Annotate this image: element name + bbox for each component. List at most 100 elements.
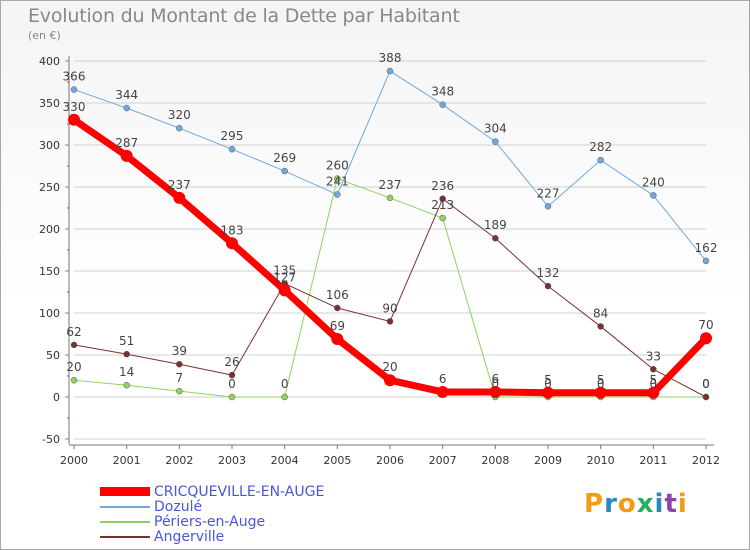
data-point-3 — [123, 350, 130, 358]
data-label-2: 0 — [492, 377, 500, 391]
y-tick-label: 400 — [39, 55, 60, 68]
y-tick-label: -50 — [42, 433, 60, 446]
data-point-3 — [702, 393, 710, 401]
data-label-0: 69 — [330, 319, 345, 333]
data-label-0: 20 — [382, 360, 397, 374]
data-label-0: 70 — [698, 318, 713, 332]
data-label-0: 127 — [273, 270, 296, 284]
data-point-2 — [228, 393, 236, 401]
x-tick-label: 2001 — [113, 454, 141, 467]
data-point-1 — [544, 203, 552, 210]
data-label-3: 236 — [431, 179, 454, 193]
x-tick-label: 2009 — [534, 454, 562, 467]
x-tick-label: 2007 — [429, 454, 457, 467]
data-label-1: 269 — [273, 151, 296, 165]
data-point-3 — [650, 366, 657, 373]
data-label-3: 39 — [172, 344, 187, 358]
data-label-2: 0 — [702, 377, 710, 391]
logo-letter: r — [604, 489, 618, 519]
series-lines — [68, 67, 712, 401]
data-label-1: 282 — [589, 140, 612, 154]
y-tick-label: 50 — [46, 349, 60, 362]
data-point-3 — [334, 304, 341, 312]
data-point-1 — [492, 138, 499, 145]
data-label-2: 237 — [379, 178, 402, 192]
data-label-0: 183 — [221, 223, 244, 237]
data-label-0: 237 — [168, 178, 191, 192]
data-point-0 — [226, 237, 238, 250]
data-label-2: 0 — [228, 377, 236, 391]
legend-swatch-0 — [100, 487, 150, 496]
data-point-1 — [228, 145, 236, 153]
data-point-3 — [439, 195, 446, 203]
data-point-2 — [439, 214, 446, 222]
data-point-3 — [544, 282, 552, 290]
data-label-3: 189 — [484, 218, 507, 232]
data-label-2: 14 — [119, 365, 134, 379]
data-label-3: 33 — [646, 349, 661, 363]
data-point-1 — [702, 257, 710, 265]
data-point-1 — [123, 104, 130, 112]
y-tick-label: 150 — [39, 265, 60, 278]
data-point-0 — [489, 385, 502, 398]
data-point-0 — [331, 333, 344, 346]
logo-letter: x — [636, 489, 655, 519]
legend: CRICQUEVILLE-EN-AUGE Dozulé Périers-en-A… — [100, 483, 325, 545]
data-label-3: 90 — [382, 301, 397, 315]
data-point-1 — [386, 67, 394, 75]
data-label-3: 84 — [593, 306, 608, 320]
data-label-0: 6 — [492, 372, 500, 386]
data-point-2 — [123, 381, 130, 389]
data-point-1 — [439, 101, 446, 108]
data-label-2: 0 — [597, 377, 605, 391]
data-point-0 — [173, 191, 186, 204]
data-point-1 — [597, 156, 604, 164]
data-label-1: 240 — [642, 175, 665, 189]
data-point-3 — [597, 323, 604, 330]
logo-letter: P — [584, 489, 605, 519]
data-label-3: 26 — [224, 355, 239, 369]
data-label-1: 320 — [168, 108, 191, 122]
data-label-0: 330 — [63, 100, 86, 114]
data-label-2: 20 — [66, 360, 81, 374]
data-point-3 — [386, 318, 394, 325]
y-tick-label: 0 — [53, 391, 60, 404]
data-label-1: 227 — [537, 186, 560, 200]
data-point-2 — [281, 393, 288, 401]
data-label-3: 135 — [273, 264, 296, 278]
data-point-2 — [176, 387, 183, 395]
data-label-1: 388 — [379, 51, 402, 65]
data-label-3: 106 — [326, 288, 349, 302]
data-point-1 — [650, 192, 657, 199]
legend-item-3: Angerville — [100, 528, 324, 545]
chart-title: Evolution du Montant de la Dette par Hab… — [28, 5, 460, 27]
data-labels: 366 344 320 295 269 241 388 348 304 227 282 240 162 2… — [63, 51, 718, 391]
data-point-3 — [228, 371, 236, 379]
data-label-3: 51 — [119, 334, 134, 348]
data-label-0: 5 — [650, 373, 658, 387]
data-label-1: 348 — [431, 85, 454, 99]
data-point-2 — [334, 175, 341, 182]
x-tick-label: 2012 — [692, 454, 720, 467]
data-label-0: 6 — [439, 372, 447, 386]
legend-swatch-1 — [100, 505, 150, 508]
x-tick-label: 2002 — [165, 454, 193, 467]
data-point-0 — [120, 149, 133, 162]
data-point-1 — [281, 167, 288, 175]
data-label-1: 295 — [221, 129, 244, 143]
legend-label-0: CRICQUEVILLE-EN-AUGE — [154, 483, 325, 500]
y-tick-label: 250 — [39, 181, 60, 194]
data-point-0 — [68, 113, 80, 126]
data-label-1: 162 — [695, 241, 718, 255]
x-tick-label: 2005 — [323, 454, 351, 467]
legend-label-1: Dozulé — [154, 498, 203, 515]
data-point-0 — [436, 385, 449, 398]
data-label-2: 260 — [326, 159, 349, 173]
legend-label-3: Angerville — [154, 528, 225, 545]
data-point-3 — [492, 234, 499, 242]
data-point-0 — [542, 386, 554, 399]
logo-letter: i — [677, 489, 688, 519]
legend-label-2: Périers-en-Auge — [154, 513, 266, 530]
